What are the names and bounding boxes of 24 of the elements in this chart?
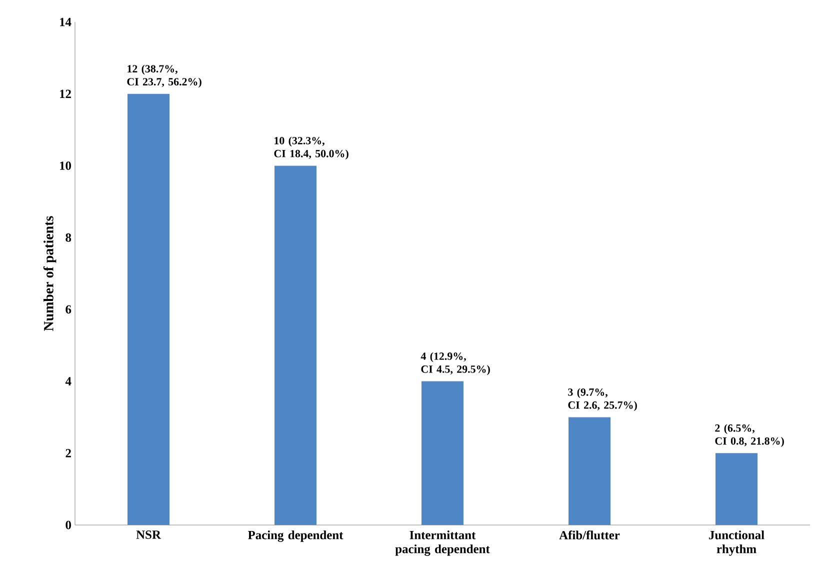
bar — [716, 453, 758, 525]
bar — [274, 166, 317, 525]
x-tick-label: Junctional rhythm — [709, 530, 764, 556]
bar — [422, 381, 464, 525]
y-tick-label: 2 — [66, 449, 71, 458]
y-tick-label: 0 — [66, 520, 72, 530]
y-tick-label: 12 — [60, 90, 71, 98]
y-axis-title: Number of patients — [43, 216, 56, 331]
x-tick-label: Pacing dependent — [248, 530, 344, 542]
y-tick-label: 4 — [65, 377, 72, 386]
y-tick-label: 14 — [60, 18, 72, 26]
data-label: 3 (9.7%, CI 2.6, 25.7%) — [568, 388, 637, 412]
bar — [128, 94, 170, 525]
bar — [568, 417, 611, 525]
data-label: 12 (38.7%, CI 23.7, 56.2%) — [127, 64, 202, 88]
y-tick-label: 10 — [60, 162, 72, 170]
y-tick-label: 6 — [66, 305, 72, 314]
x-tick-label: NSR — [136, 530, 162, 539]
data-label: 4 (12.9%, CI 4.5, 29.5%) — [420, 352, 490, 376]
x-tick-label: Intermittant pacing dependent — [395, 530, 490, 556]
data-label: 2 (6.5%, CI 0.8, 21.8%) — [715, 424, 784, 447]
y-tick-label: 8 — [66, 233, 72, 242]
x-tick-label: Afib/flutter — [559, 530, 620, 540]
data-label: 10 (32.3%, CI 18.4, 50.0%) — [274, 136, 348, 160]
